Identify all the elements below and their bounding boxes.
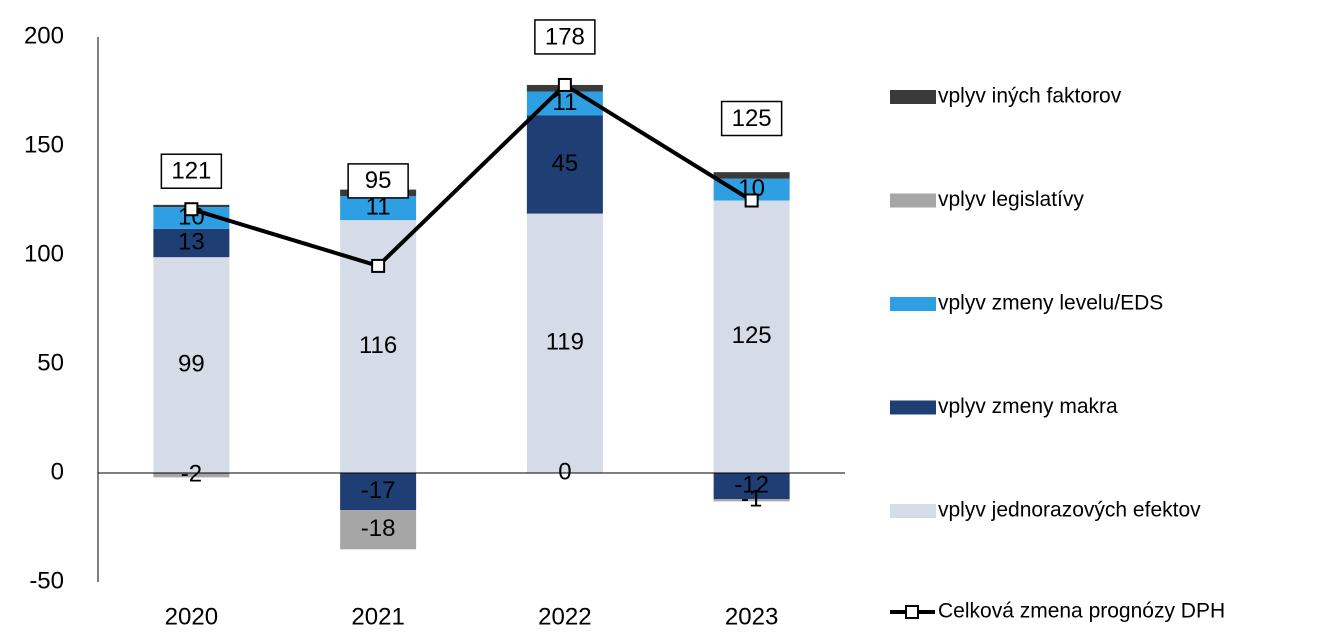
bar-segment <box>713 178 790 201</box>
data-label: -1 <box>741 486 762 513</box>
legend-label: vplyv legislatívy <box>938 188 1084 211</box>
bar-segment <box>713 200 790 473</box>
bar-segment <box>526 115 603 214</box>
total-marker <box>744 193 759 208</box>
y-tick-label: 200 <box>24 22 64 49</box>
total-marker <box>371 258 386 273</box>
data-label: 45 <box>552 150 579 177</box>
x-tick-label: 2020 <box>165 603 218 630</box>
legend-swatch <box>890 90 936 104</box>
x-tick-label: 2021 <box>351 603 404 630</box>
total-label: 178 <box>545 23 585 50</box>
bar-segment <box>526 213 603 473</box>
legend-swatch <box>890 504 936 518</box>
total-label-box <box>720 100 783 137</box>
legend-marker <box>905 605 919 619</box>
data-label: 13 <box>178 228 205 255</box>
data-label: -17 <box>361 477 396 504</box>
legend-swatch <box>890 400 936 415</box>
bar-segment <box>713 172 790 179</box>
bar-segment <box>713 473 790 500</box>
bar-segment <box>340 473 417 511</box>
data-label: 0 <box>558 458 571 485</box>
legend-label: vplyv iných faktorov <box>938 85 1122 108</box>
data-label: 119 <box>546 329 584 356</box>
data-label: -2 <box>181 461 202 488</box>
x-tick-label: 2023 <box>725 603 778 630</box>
bar-segment <box>153 473 230 478</box>
total-label-box <box>534 19 596 55</box>
bar-segment <box>340 510 417 550</box>
total-marker <box>184 202 199 217</box>
x-tick-label: 2022 <box>538 603 591 630</box>
bar-segment <box>713 499 790 502</box>
bar-segment <box>153 207 230 229</box>
bar-segment <box>153 228 230 258</box>
legend-label: vplyv zmeny levelu/EDS <box>938 292 1163 315</box>
data-label: 125 <box>732 322 772 349</box>
total-line <box>190 82 753 269</box>
legend-swatch <box>890 297 936 311</box>
data-label: -18 <box>361 515 396 542</box>
legend-label: vplyv jednorazových efektov <box>938 499 1201 522</box>
bar-segment <box>153 257 230 473</box>
data-label: 99 <box>178 350 205 377</box>
total-label: 125 <box>732 105 772 132</box>
legend-label: vplyv zmeny makra <box>938 395 1118 418</box>
data-label: 116 <box>359 332 397 359</box>
y-tick-label: 100 <box>24 240 64 267</box>
total-label: 95 <box>365 167 392 194</box>
legend-swatch <box>890 193 936 208</box>
total-label-box <box>160 153 223 189</box>
bar-segment <box>340 196 417 221</box>
total-label: 121 <box>171 158 211 185</box>
y-tick-label: 0 <box>51 458 64 485</box>
total-marker <box>557 77 572 92</box>
total-label-box <box>347 163 409 199</box>
y-tick-label: -50 <box>29 567 64 594</box>
legend-label: Celková zmena prognózy DPH <box>938 600 1225 623</box>
y-tick-label: 50 <box>37 349 64 376</box>
data-label: -12 <box>734 471 769 498</box>
y-tick-label: 150 <box>24 131 64 158</box>
